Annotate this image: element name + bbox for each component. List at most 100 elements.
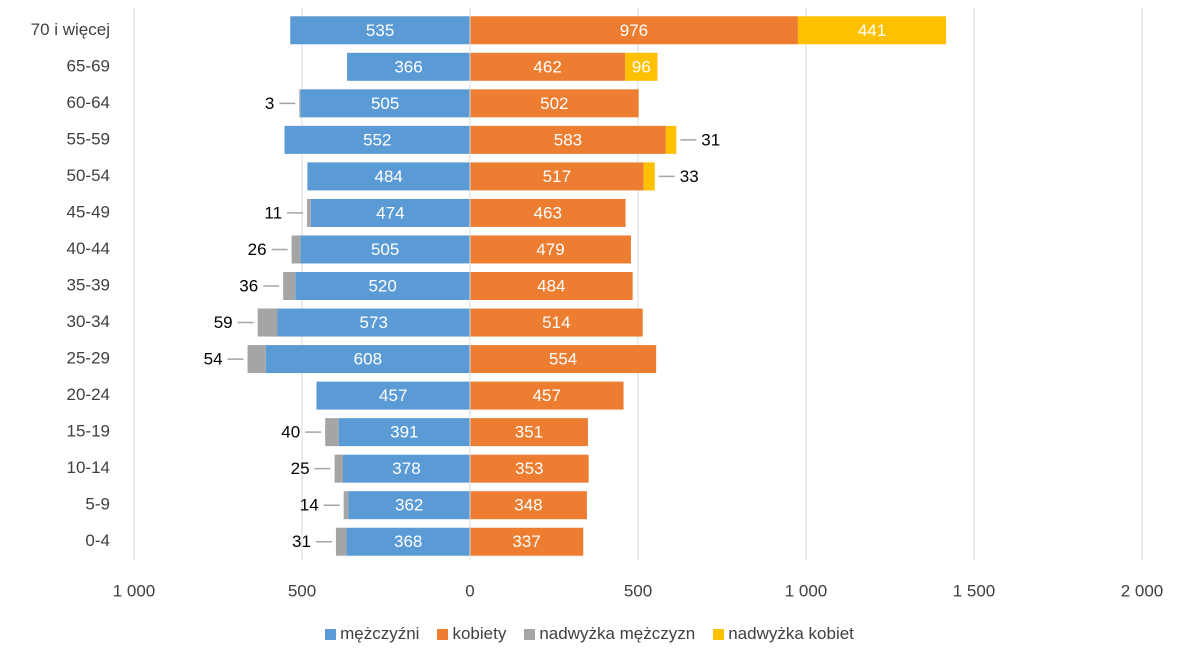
y-tick-label: 15-19	[67, 422, 110, 441]
data-label: 59	[214, 313, 233, 332]
bar-segment	[307, 198, 311, 227]
x-tick-label: 500	[288, 581, 316, 600]
bar-segment	[470, 52, 626, 81]
bar-segment	[343, 491, 349, 520]
bar-segment	[348, 491, 470, 520]
y-tick-label: 35-39	[67, 275, 110, 294]
bar-segment	[470, 491, 587, 520]
data-label: 976	[620, 21, 648, 40]
y-tick-label: 30-34	[67, 312, 110, 331]
x-tick-label: 0	[465, 581, 474, 600]
y-tick-label: 65-69	[67, 56, 110, 75]
bar-segment	[470, 527, 584, 556]
y-tick-label: 55-59	[67, 129, 110, 148]
data-label: 552	[363, 130, 391, 149]
y-tick-label: 70 i więcej	[31, 20, 110, 39]
bar-segment	[300, 89, 470, 118]
bar-segment	[347, 52, 470, 81]
bar-segment	[290, 16, 470, 45]
bar-segment	[300, 235, 470, 264]
x-tick-label: 500	[624, 581, 652, 600]
chart: 1 000 500 0 500 1 000 1 500 2 000 70 i więcej 53…	[31, 8, 1164, 600]
bar-segment	[342, 454, 470, 483]
data-label: 457	[379, 386, 407, 405]
data-label: 462	[533, 57, 561, 76]
legend-item: mężczyźni	[325, 624, 419, 644]
bar-segment	[470, 16, 798, 45]
bar-segment	[316, 381, 470, 410]
data-label: 31	[292, 532, 311, 551]
bar-segment	[643, 162, 655, 191]
data-label: 366	[394, 57, 422, 76]
data-label: 391	[390, 423, 418, 442]
data-label: 463	[534, 203, 562, 222]
bar-segment	[325, 418, 339, 447]
bar-segment	[470, 162, 644, 191]
bar-segment	[625, 52, 658, 81]
data-label: 583	[554, 130, 582, 149]
data-label: 353	[515, 459, 543, 478]
y-tick-label: 40-44	[67, 239, 110, 258]
data-label: 484	[537, 276, 565, 295]
x-tick-label: 2 000	[1121, 581, 1164, 600]
y-tick-label: 5-9	[85, 495, 110, 514]
data-label: 362	[395, 496, 423, 515]
legend-swatch	[524, 628, 536, 640]
data-label: 502	[540, 94, 568, 113]
legend-item: nadwyżka kobiet	[713, 624, 854, 644]
bar-segment	[295, 272, 470, 300]
bar-segment	[257, 308, 278, 337]
data-label: 441	[858, 21, 886, 40]
x-tick-label: 1 000	[113, 581, 156, 600]
data-label: 40	[281, 423, 300, 442]
data-label: 505	[371, 240, 399, 259]
data-label: 520	[368, 276, 396, 295]
data-label: 535	[366, 21, 394, 40]
data-label: 484	[375, 167, 403, 186]
bar-segment	[335, 527, 347, 556]
y-tick-label: 0-4	[85, 531, 110, 550]
y-tick-label: 50-54	[67, 166, 110, 185]
data-label: 11	[264, 203, 282, 222]
bar-segment	[334, 454, 343, 483]
legend-label: nadwyżka mężczyzn	[539, 624, 696, 643]
bar-segment	[470, 308, 643, 337]
bar-segment	[265, 345, 470, 374]
bar-segment	[277, 308, 470, 337]
legend-label: kobiety	[452, 624, 507, 643]
data-label: 3	[265, 94, 274, 113]
bar-segment	[307, 162, 470, 191]
data-label: 351	[515, 423, 543, 442]
data-label: 36	[239, 276, 258, 295]
bar-segment	[470, 454, 589, 483]
data-label: 457	[533, 386, 561, 405]
y-tick-label: 25-29	[67, 349, 110, 368]
data-label: 378	[392, 459, 420, 478]
bar-segment	[283, 272, 296, 300]
x-tick-label: 1 500	[953, 581, 996, 600]
data-label: 96	[632, 57, 651, 76]
legend-swatch	[713, 628, 725, 640]
data-label: 368	[394, 532, 422, 551]
bar-segment	[470, 125, 666, 154]
bar-segment	[470, 272, 633, 300]
legend-swatch	[325, 628, 337, 640]
data-label: 31	[701, 130, 720, 149]
legend-item: nadwyżka mężczyzn	[524, 624, 695, 644]
data-label: 33	[680, 167, 699, 186]
data-label: 474	[376, 203, 404, 222]
x-tick-label: 1 000	[785, 581, 828, 600]
bar-segment	[346, 527, 470, 556]
bar-segment	[310, 198, 470, 227]
bar-segment	[470, 418, 588, 447]
bar-segment	[291, 235, 301, 264]
data-label: 479	[536, 240, 564, 259]
y-tick-label: 60-64	[67, 93, 110, 112]
data-label: 608	[354, 350, 382, 369]
y-tick-label: 10-14	[67, 458, 110, 477]
legend-item: kobiety	[437, 624, 506, 644]
bar-segment	[797, 16, 947, 45]
bar-segment	[247, 345, 266, 374]
data-label: 14	[300, 496, 319, 515]
